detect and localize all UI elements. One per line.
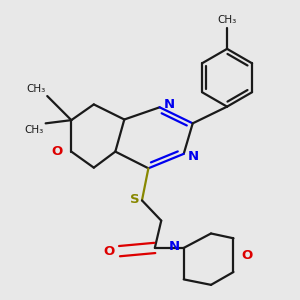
Text: CH₃: CH₃ [218, 15, 237, 26]
Text: O: O [242, 249, 253, 262]
Text: N: N [164, 98, 175, 111]
Text: O: O [51, 145, 62, 158]
Text: CH₃: CH₃ [25, 125, 44, 135]
Text: N: N [169, 240, 180, 253]
Text: S: S [130, 193, 140, 206]
Text: N: N [188, 150, 199, 163]
Text: CH₃: CH₃ [26, 85, 46, 94]
Text: O: O [103, 244, 115, 258]
